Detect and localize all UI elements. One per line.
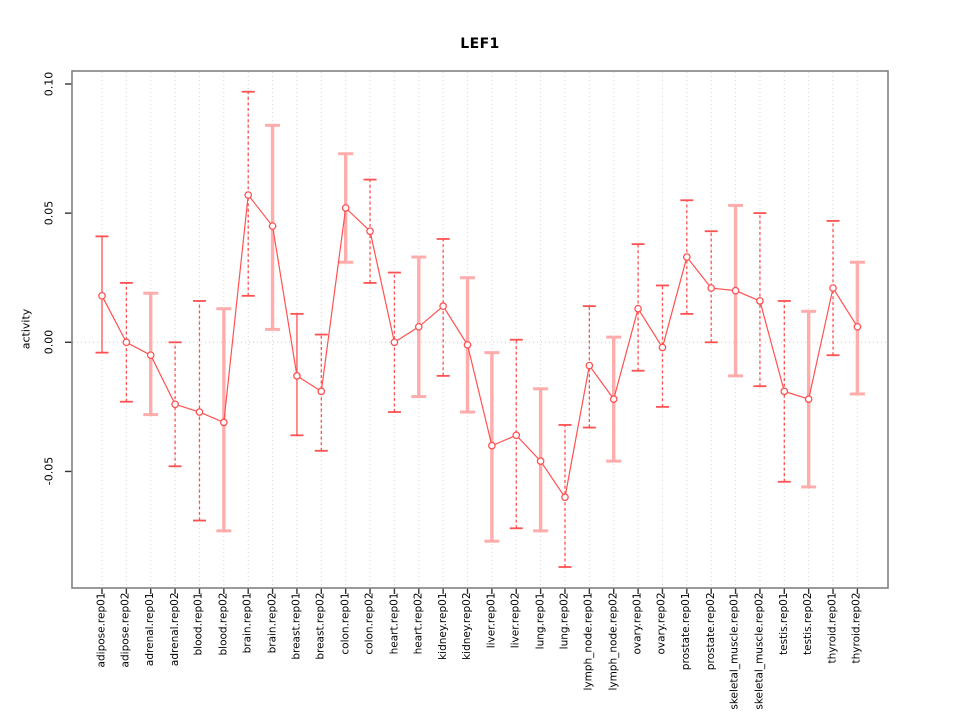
x-tick-label: heart.rep02	[412, 592, 425, 654]
data-point-marker	[829, 284, 837, 292]
data-point-marker	[146, 351, 155, 360]
data-point-marker	[366, 227, 374, 236]
plot-border	[71, 70, 889, 589]
x-tick-label: testis.rep02	[802, 592, 815, 655]
x-tick-label: adrenal.rep02	[168, 592, 181, 666]
x-tick-label: kidney.rep01	[436, 592, 449, 660]
y-tick-label: 0.10	[42, 71, 56, 97]
data-point-marker	[731, 286, 740, 295]
data-point-marker	[634, 304, 642, 313]
x-tick-label: adipose.rep02	[119, 592, 132, 667]
data-point-marker	[658, 343, 667, 352]
data-point-marker	[512, 431, 521, 440]
x-tick-label: liver.rep01	[485, 592, 498, 648]
x-tick-label: adrenal.rep01	[144, 592, 157, 666]
x-tick-label: ovary.rep01	[631, 592, 644, 655]
data-point-marker	[341, 204, 350, 212]
x-tick-label: colon.rep01	[339, 592, 352, 655]
x-tick-label: breast.rep01	[290, 592, 303, 660]
data-point-marker	[561, 493, 569, 502]
data-point-marker	[219, 418, 228, 427]
x-tick-label: lymph_node.rep01	[582, 592, 595, 691]
x-tick-label: skeletal_muscle.rep02	[753, 592, 766, 710]
data-point-marker	[780, 387, 789, 396]
data-point-marker	[463, 341, 472, 349]
data-point-marker	[804, 395, 813, 403]
data-point-marker	[317, 387, 326, 396]
x-tick-label: lung.rep01	[534, 592, 547, 649]
data-point-marker	[98, 291, 106, 300]
x-tick-label: adipose.rep01	[95, 592, 108, 667]
x-tick-label: lymph_node.rep02	[607, 592, 620, 691]
x-tick-label: thyroid.rep01	[826, 592, 839, 663]
data-point-marker	[682, 253, 691, 261]
x-tick-label: ovary.rep02	[655, 592, 668, 655]
data-point-marker	[707, 284, 716, 292]
data-point-marker	[171, 400, 179, 409]
x-tick-label: thyroid.rep02	[850, 592, 863, 663]
data-point-marker	[609, 395, 618, 403]
x-tick-label: prostate.rep01	[680, 592, 693, 670]
x-tick-label: prostate.rep02	[704, 592, 717, 670]
data-point-marker	[756, 297, 764, 305]
series-line	[101, 193, 858, 499]
data-point-marker	[488, 441, 496, 450]
x-tick-label: liver.rep02	[509, 592, 522, 648]
x-tick-label: breast.rep02	[314, 592, 327, 660]
x-tick-label: lung.rep02	[558, 592, 571, 649]
data-point-marker	[390, 338, 399, 347]
x-tick-label: colon.rep02	[363, 592, 376, 655]
x-tick-label: heart.rep01	[387, 592, 400, 654]
data-point-marker	[293, 372, 301, 380]
x-tick-label: kidney.rep02	[461, 592, 474, 660]
x-tick-label: blood.rep01	[192, 592, 205, 656]
data-point-marker	[536, 457, 545, 465]
x-tick-label: testis.rep01	[777, 592, 790, 655]
y-tick-label: 0.00	[42, 330, 56, 355]
data-point-marker	[853, 322, 862, 331]
data-point-marker	[268, 222, 277, 230]
chart-title: LEF1	[460, 36, 500, 52]
x-tick-label: brain.rep02	[266, 592, 279, 653]
data-point-marker	[244, 191, 253, 199]
x-tick-label: skeletal_muscle.rep01	[729, 592, 742, 710]
data-point-marker	[414, 322, 423, 331]
y-tick-label: 0.05	[42, 200, 56, 226]
data-point-marker	[122, 338, 131, 347]
data-point-marker	[585, 361, 594, 370]
x-tick-label: brain.rep01	[241, 592, 254, 653]
data-point-marker	[195, 408, 204, 416]
x-tick-label: blood.rep02	[217, 592, 230, 656]
data-point-marker	[439, 302, 447, 310]
y-tick-label: -0.05	[42, 457, 56, 486]
